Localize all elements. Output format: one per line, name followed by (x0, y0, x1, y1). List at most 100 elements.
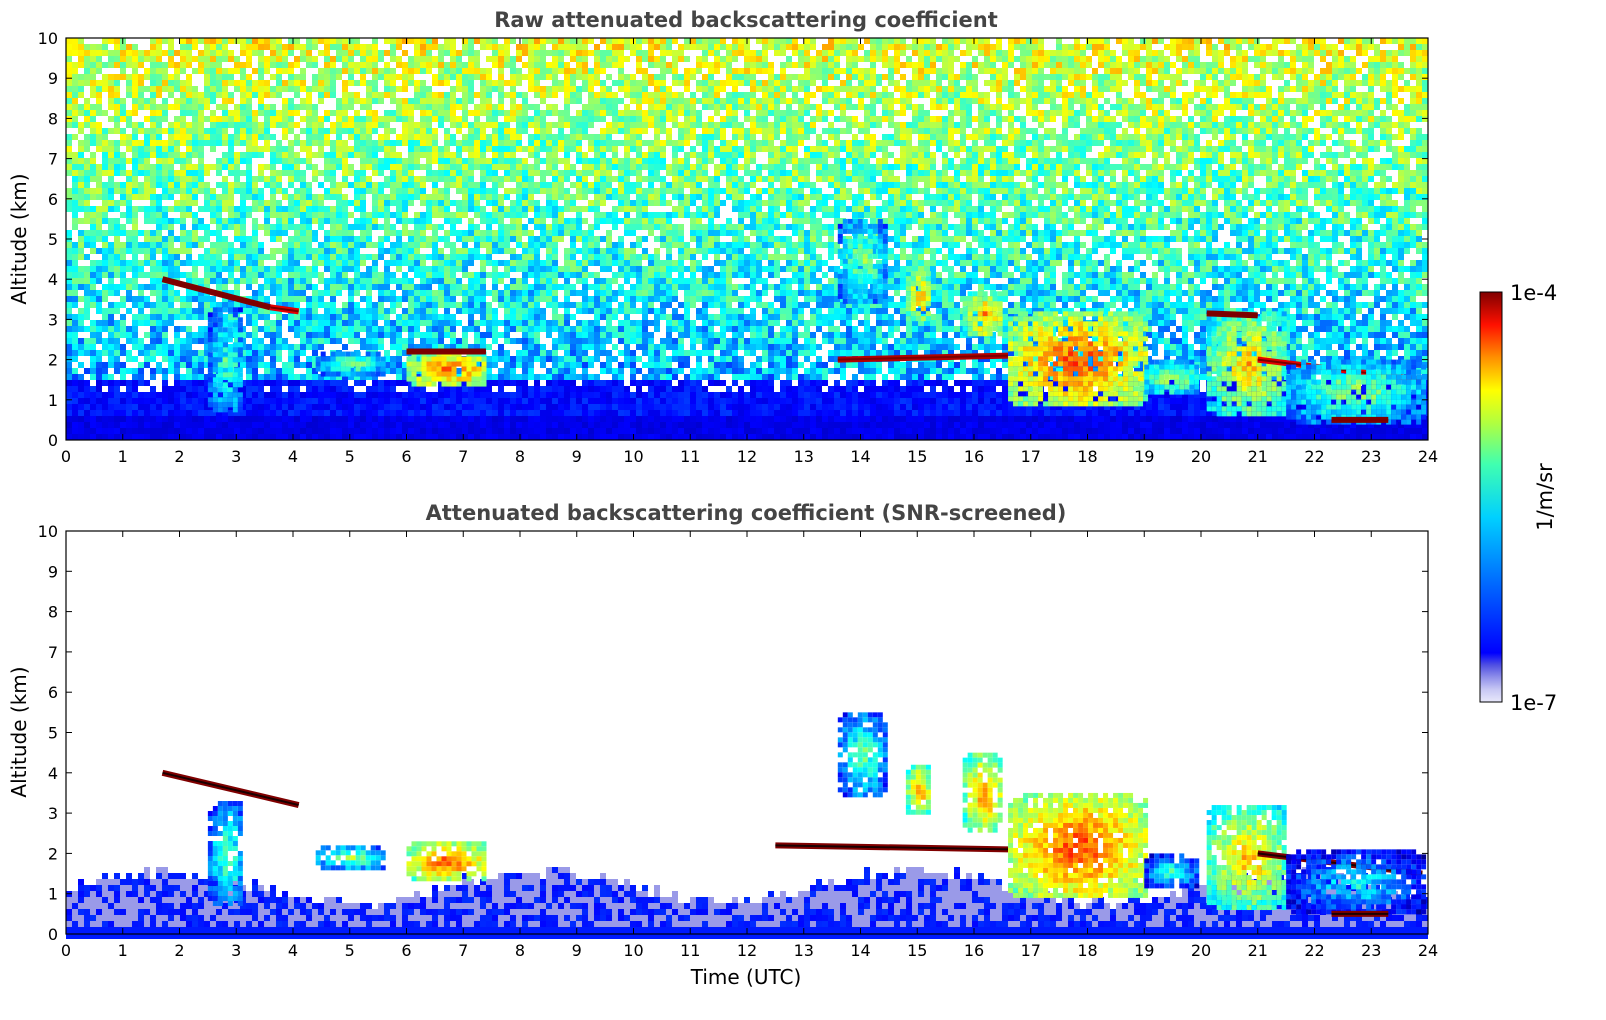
noise-cell (312, 272, 318, 278)
noise-cell (414, 386, 420, 392)
noise-cell (450, 218, 456, 224)
noise-cell (342, 98, 348, 104)
noise-cell (558, 146, 564, 152)
noise-cell (582, 182, 588, 188)
noise-cell (342, 164, 348, 170)
noise-cell (390, 422, 396, 428)
noise-cell (510, 236, 516, 242)
noise-cell (366, 416, 372, 422)
noise-cell (246, 50, 252, 56)
noise-cell (138, 314, 144, 320)
noise-cell (276, 212, 282, 218)
noise-cell (366, 344, 372, 350)
noise-cell (144, 212, 150, 218)
noise-cell (66, 188, 72, 194)
noise-cell (516, 194, 522, 200)
noise-cell (474, 278, 480, 284)
noise-cell (108, 38, 114, 44)
noise-cell (294, 374, 300, 380)
noise-cell (576, 134, 582, 140)
noise-cell (330, 314, 336, 320)
noise-cell (474, 134, 480, 140)
noise-cell (300, 68, 306, 74)
noise-cell (156, 344, 162, 350)
noise-cell (504, 296, 510, 302)
noise-cell (156, 266, 162, 272)
noise-cell (426, 416, 432, 422)
noise-cell (162, 170, 168, 176)
noise-cell (582, 284, 588, 290)
noise-cell (564, 50, 570, 56)
noise-cell (318, 416, 324, 422)
noise-cell (270, 86, 276, 92)
noise-cell (456, 128, 462, 134)
noise-cell (354, 50, 360, 56)
noise-cell (552, 338, 558, 344)
noise-cell (156, 236, 162, 242)
noise-cell (300, 194, 306, 200)
noise-cell (336, 272, 342, 278)
noise-cell (408, 248, 414, 254)
noise-cell (330, 218, 336, 224)
noise-cell (216, 230, 222, 236)
noise-cell (114, 260, 120, 266)
noise-cell (486, 68, 492, 74)
noise-cell (210, 98, 216, 104)
noise-cell (444, 428, 450, 434)
noise-cell (390, 434, 396, 440)
noise-cell (582, 296, 588, 302)
noise-cell (414, 44, 420, 50)
noise-cell (522, 302, 528, 308)
noise-cell (486, 260, 492, 266)
noise-cell (468, 302, 474, 308)
noise-cell (276, 338, 282, 344)
noise-cell (450, 404, 456, 410)
noise-cell (324, 158, 330, 164)
noise-cell (396, 104, 402, 110)
noise-cell (504, 434, 510, 440)
noise-cell (480, 38, 486, 44)
noise-cell (312, 398, 318, 404)
noise-cell (534, 104, 540, 110)
noise-cell (570, 356, 576, 362)
noise-cell (588, 320, 594, 326)
noise-cell (540, 266, 546, 272)
noise-cell (300, 230, 306, 236)
noise-cell (420, 44, 426, 50)
noise-cell (576, 170, 582, 176)
noise-cell (114, 284, 120, 290)
noise-cell (276, 68, 282, 74)
noise-cell (144, 152, 150, 158)
noise-cell (372, 146, 378, 152)
noise-cell (324, 86, 330, 92)
noise-cell (228, 422, 234, 428)
noise-cell (564, 224, 570, 230)
noise-cell (336, 254, 342, 260)
noise-cell (126, 308, 132, 314)
noise-cell (186, 164, 192, 170)
noise-cell (396, 260, 402, 266)
noise-cell (246, 80, 252, 86)
noise-cell (162, 290, 168, 296)
noise-cell (78, 386, 84, 392)
noise-cell (258, 38, 264, 44)
noise-cell (564, 386, 570, 392)
noise-cell (582, 416, 588, 422)
noise-cell (108, 386, 114, 392)
noise-cell (84, 56, 90, 62)
noise-cell (540, 236, 546, 242)
noise-cell (594, 218, 600, 224)
noise-cell (414, 50, 420, 56)
noise-cell (150, 230, 156, 236)
noise-cell (594, 80, 600, 86)
noise-cell (198, 38, 204, 44)
noise-cell (198, 410, 204, 416)
noise-cell (462, 182, 468, 188)
noise-cell (270, 278, 276, 284)
noise-cell (516, 200, 522, 206)
noise-cell (582, 242, 588, 248)
noise-cell (414, 410, 420, 416)
noise-cell (510, 56, 516, 62)
noise-cell (102, 248, 108, 254)
noise-cell (78, 152, 84, 158)
